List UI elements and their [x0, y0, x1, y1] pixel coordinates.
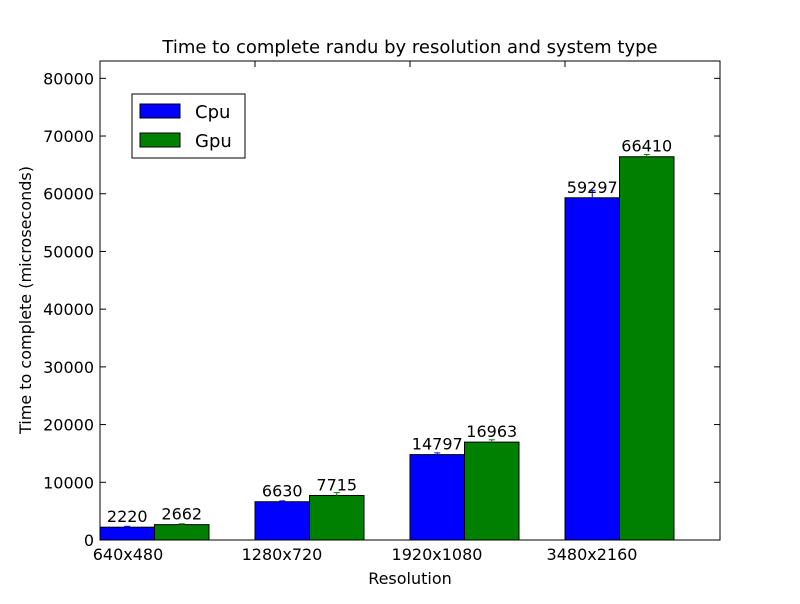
y-tick-label: 0	[84, 531, 94, 550]
x-tick-label: 3480x2160	[547, 545, 638, 564]
bar-gpu-3480x2160	[619, 156, 675, 541]
chart-title: Time to complete randu by resolution and…	[161, 37, 657, 58]
x-tick-label: 1280x720	[242, 545, 323, 564]
bar-cpu-640x480	[99, 526, 155, 541]
bar-cpu-3480x2160	[564, 197, 620, 541]
data-label-cpu-1280x720: 6630	[262, 482, 303, 501]
bar-cpu-1280x720	[254, 501, 310, 541]
bar-gpu-1280x720	[309, 494, 365, 541]
y-tick-label: 30000	[43, 358, 94, 377]
legend-swatch-cpu	[139, 103, 181, 119]
y-tick-label: 20000	[43, 416, 94, 435]
x-tick-label: 1920x1080	[392, 545, 483, 564]
data-label-cpu-3480x2160: 59297	[567, 178, 618, 197]
x-axis-label: Resolution	[368, 569, 452, 588]
y-axis-label: Time to complete (microseconds)	[16, 166, 35, 435]
y-tick-label: 50000	[43, 242, 94, 261]
bar-gpu-640x480	[154, 524, 210, 541]
data-label-gpu-1920x1080: 16963	[466, 422, 517, 441]
y-tick-label: 70000	[43, 127, 94, 146]
y-tick-label: 80000	[43, 69, 94, 88]
data-label-cpu-1920x1080: 14797	[412, 435, 463, 454]
data-label-gpu-3480x2160: 66410	[621, 137, 672, 156]
data-label-gpu-1280x720: 7715	[316, 475, 357, 494]
x-tick-label: 640x480	[93, 545, 164, 564]
plot-area: 2220 6630 14797 59297 2662 7715 16963 66410 0 100…	[43, 60, 721, 564]
legend-label-gpu: Gpu	[195, 131, 232, 152]
data-label-gpu-640x480: 2662	[161, 505, 202, 524]
y-tick-label: 40000	[43, 300, 94, 319]
legend-label-cpu: Cpu	[195, 102, 230, 123]
legend-swatch-gpu	[139, 132, 181, 148]
data-label-cpu-640x480: 2220	[107, 507, 148, 526]
y-tick-label: 60000	[43, 185, 94, 204]
bar-gpu-1920x1080	[464, 441, 520, 541]
y-tick-label: 10000	[43, 473, 94, 492]
bar-cpu-1920x1080	[409, 454, 465, 541]
